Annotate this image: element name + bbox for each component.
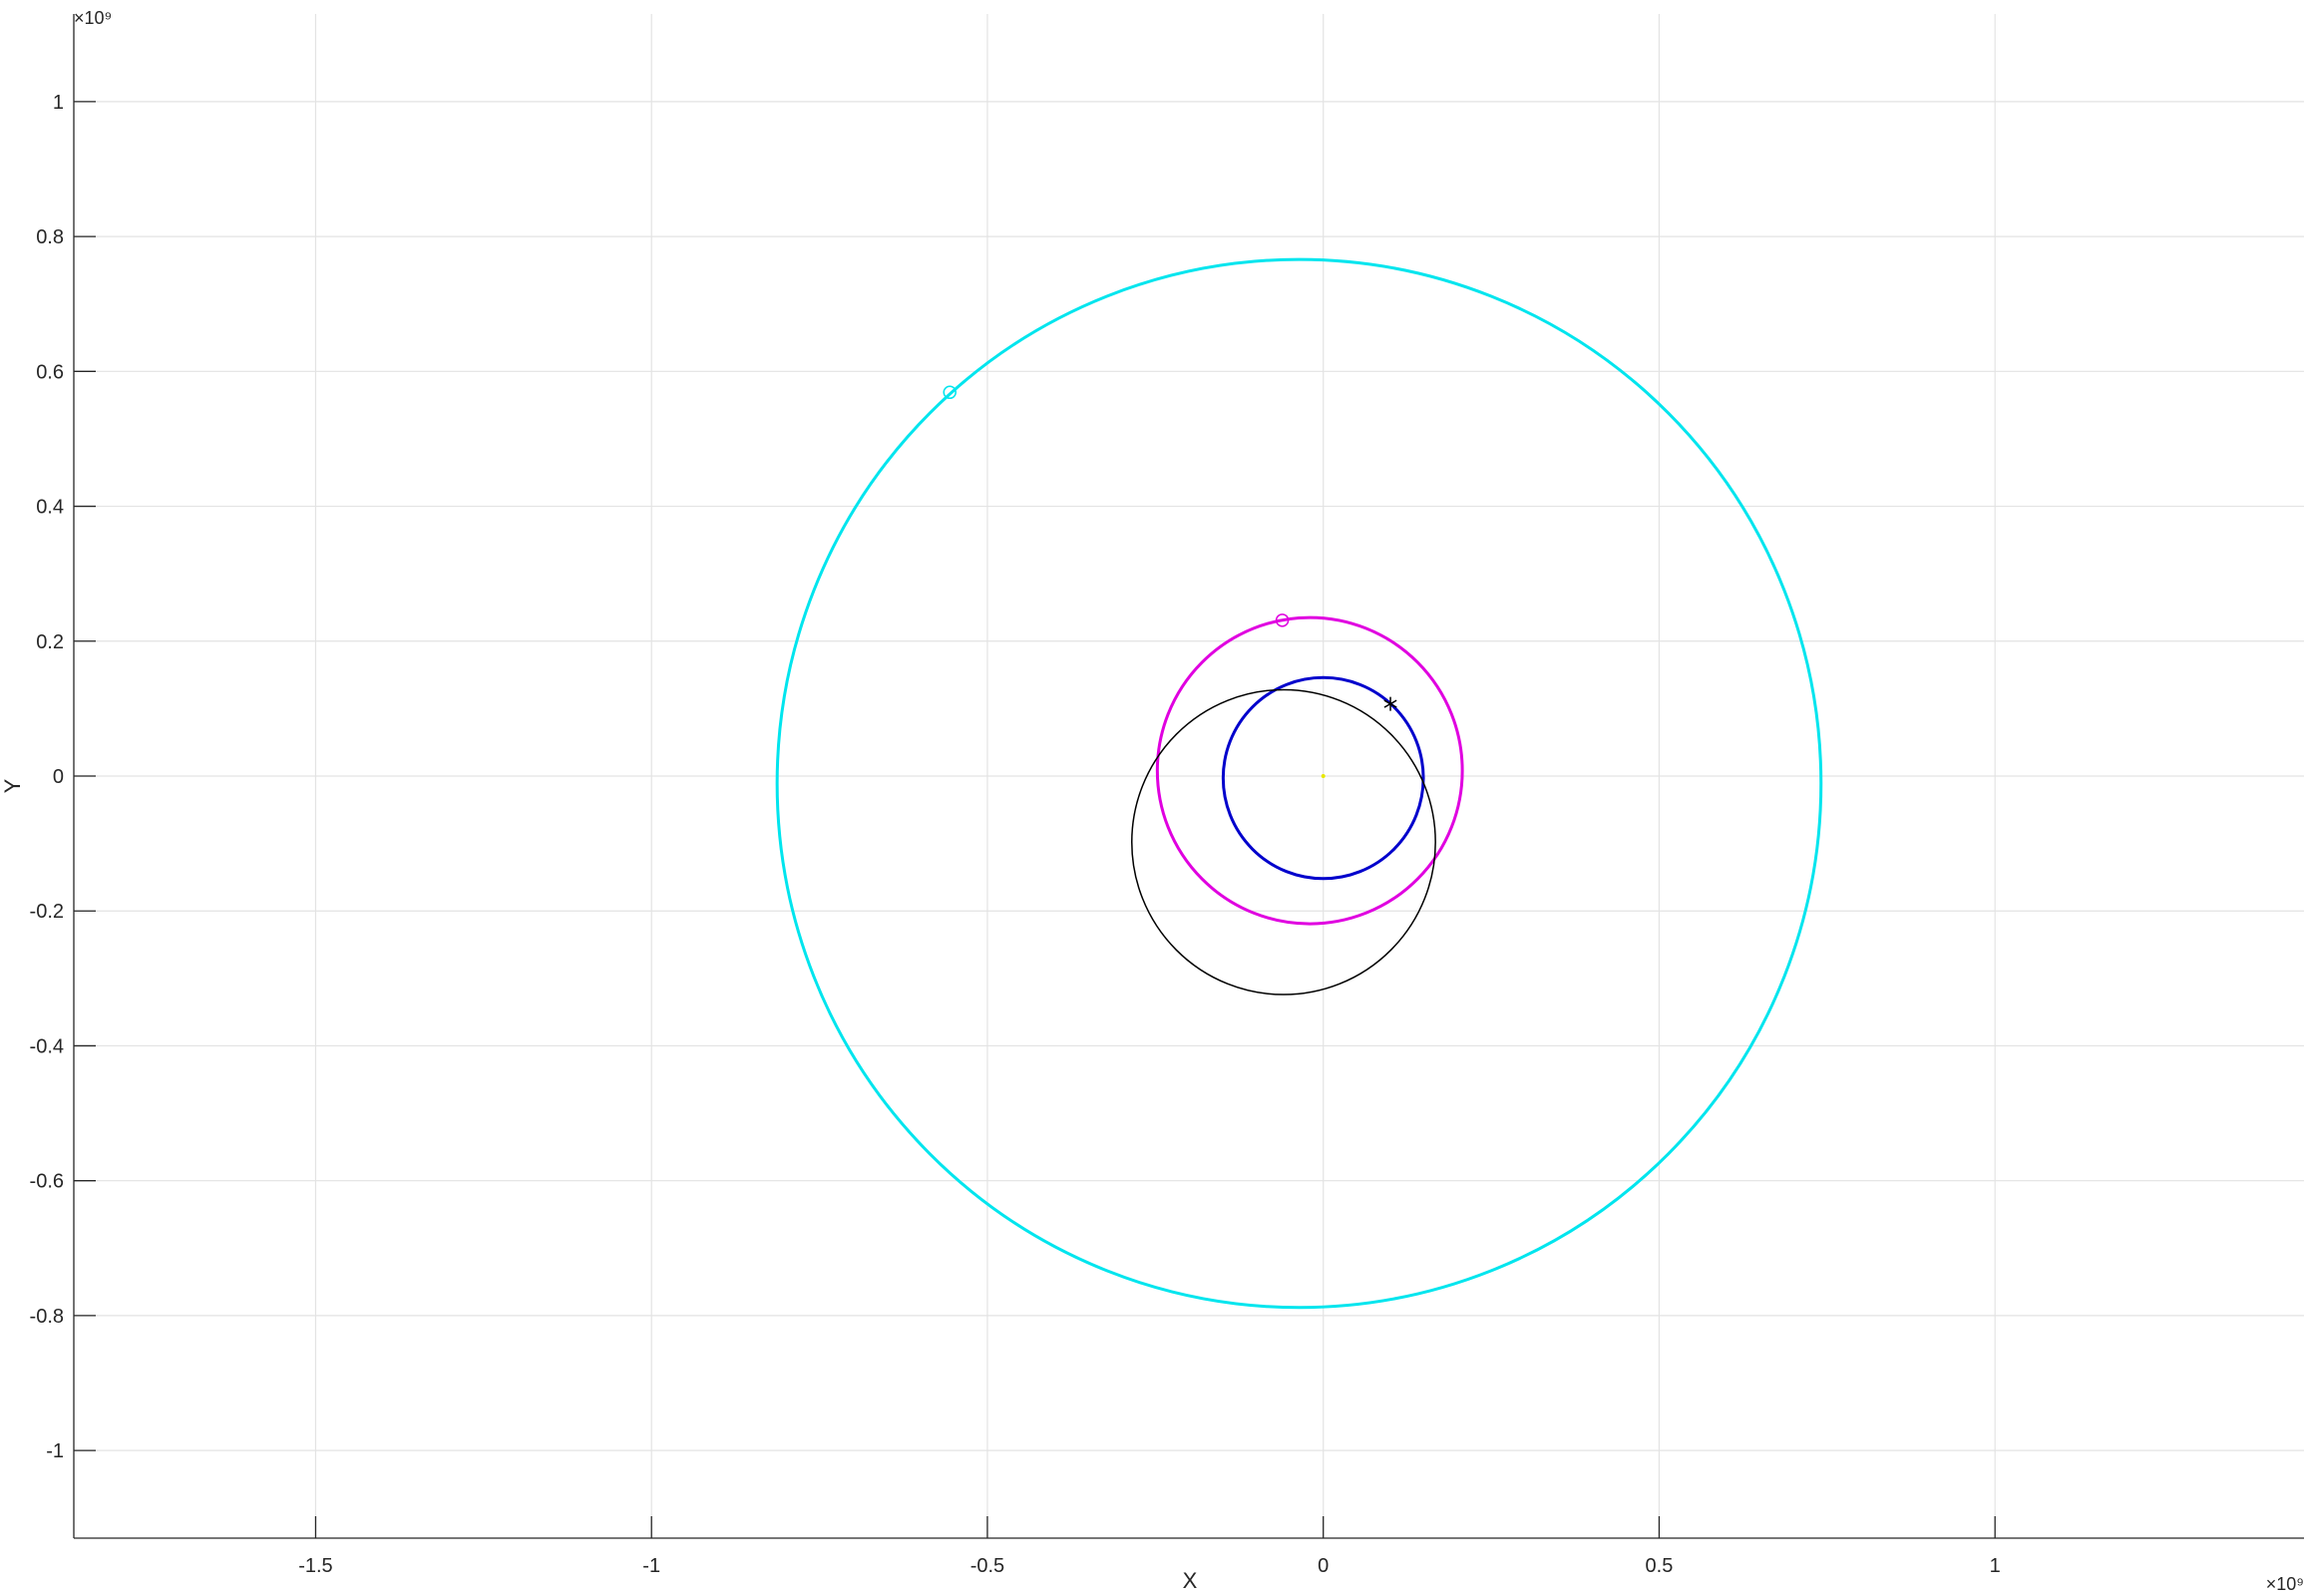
- y-exponent-label: ×10⁹: [74, 8, 112, 28]
- x-tick-label: -1: [642, 1555, 660, 1577]
- grid-lines: [74, 14, 2304, 1538]
- y-tick-label: -0.2: [30, 901, 64, 923]
- y-tick-label: -0.8: [30, 1306, 64, 1328]
- y-tick-label: 0.4: [36, 497, 64, 519]
- x-tick-label: 1: [1990, 1555, 2001, 1577]
- orbit-series-2: [1221, 675, 1425, 881]
- x-tick-label: -1.5: [298, 1555, 332, 1577]
- x-tick-label: 0.5: [1646, 1555, 1674, 1577]
- circle-marker: [1275, 613, 1290, 627]
- y-tick-label: 0.8: [36, 226, 64, 248]
- y-axis-label: Y: [0, 778, 25, 793]
- marker-layer: [943, 385, 1397, 778]
- series-layer: [775, 257, 1823, 1310]
- x-tick-label: -0.5: [970, 1555, 1004, 1577]
- y-tick-label: 0: [53, 766, 64, 788]
- x-exponent-label: ×10⁹: [2266, 1574, 2304, 1594]
- asterisk-marker: [1383, 696, 1397, 711]
- orbit-series-0: [775, 257, 1823, 1310]
- x-axis-label: X: [1183, 1568, 1198, 1593]
- y-tick-label: -1: [46, 1440, 64, 1462]
- orbit-series-3: [1131, 688, 1436, 996]
- y-tick-label: -0.4: [30, 1035, 64, 1057]
- y-tick-label: 1: [53, 92, 64, 114]
- orbit-series-1: [1155, 615, 1464, 926]
- dot-marker: [1321, 774, 1326, 778]
- axes: [73, 14, 2304, 1539]
- tick-labels: -1.5 -1 -0.5 0 0.5 1 -1 -0.8 -0.6 -0.4 -0.2 0 0.2 0.4…: [30, 92, 2001, 1577]
- y-tick-label: -0.6: [30, 1171, 64, 1193]
- y-tick-label: 0.2: [36, 631, 64, 653]
- x-tick-label: 0: [1318, 1555, 1329, 1577]
- circle-marker: [943, 385, 957, 400]
- asterisk-stroke: [1383, 699, 1397, 708]
- y-tick-label: 0.6: [36, 361, 64, 383]
